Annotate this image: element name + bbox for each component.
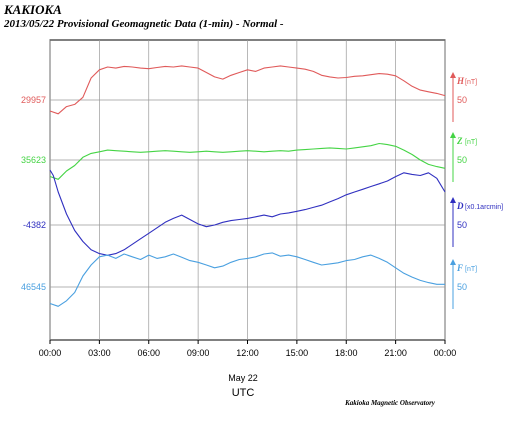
scale-value-d: 50: [457, 220, 467, 230]
component-unit-z: [nT]: [465, 139, 477, 146]
x-tick-label: 06:00: [137, 348, 160, 358]
x-tick-label: 00:00: [39, 348, 62, 358]
x-tick-label: 00:00: [434, 348, 457, 358]
scale-value-h: 50: [457, 95, 467, 105]
series-line-h: [49, 65, 446, 115]
series-line-d: [49, 169, 446, 256]
scale-value-z: 50: [457, 155, 467, 165]
x-tick-label: 12:00: [236, 348, 259, 358]
scale-value-f: 50: [457, 282, 467, 292]
x-tick-label: 21:00: [384, 348, 407, 358]
component-labels: H [nT]50Z [nT]50D [x0.1arcmin]50F [nT]50: [450, 72, 503, 309]
grid-lines: [49, 40, 446, 340]
station-name: KAKIOKA: [4, 2, 62, 17]
component-name-f: F: [456, 263, 463, 273]
baseline-label-d: -4382: [23, 220, 46, 230]
scale-arrowhead-d: [450, 197, 456, 203]
x-tick-label: 03:00: [88, 348, 111, 358]
component-name-d: D: [456, 201, 464, 211]
chart-header: KAKIOKA 2013/05/22 Provisional Geomagnet…: [4, 2, 284, 31]
scale-arrowhead-h: [450, 72, 456, 78]
scale-arrowhead-z: [450, 132, 456, 138]
series-lines: [49, 65, 446, 307]
scale-arrowhead-f: [450, 259, 456, 265]
series-line-z: [49, 142, 446, 180]
chart-subtitle: 2013/05/22 Provisional Geomagnetic Data …: [4, 18, 284, 30]
baseline-label-f: 46545: [21, 282, 46, 292]
x-tick-label: 18:00: [335, 348, 358, 358]
component-unit-d: [x0.1arcmin]: [465, 204, 503, 211]
component-unit-h: [nT]: [465, 79, 477, 86]
credit-label: Kakioka Magnetic Observatory: [344, 399, 436, 407]
series-line-f: [49, 252, 445, 307]
baseline-label-z: 35623: [21, 155, 46, 165]
baseline-label-h: 29957: [21, 95, 46, 105]
component-name-z: Z: [456, 136, 463, 146]
component-unit-f: [nT]: [465, 266, 477, 273]
timezone-label: UTC: [232, 387, 255, 399]
x-axis-ticks: 00:00 03:00 06:00 09:00 12:00 15:00 18:00 21:00…: [39, 340, 457, 358]
x-tick-label: 09:00: [187, 348, 210, 358]
date-label: May 22: [228, 373, 258, 383]
x-tick-label: 15:00: [286, 348, 309, 358]
component-name-h: H: [456, 76, 465, 86]
baseline-labels: 29957 35623 -4382 46545: [21, 95, 46, 292]
